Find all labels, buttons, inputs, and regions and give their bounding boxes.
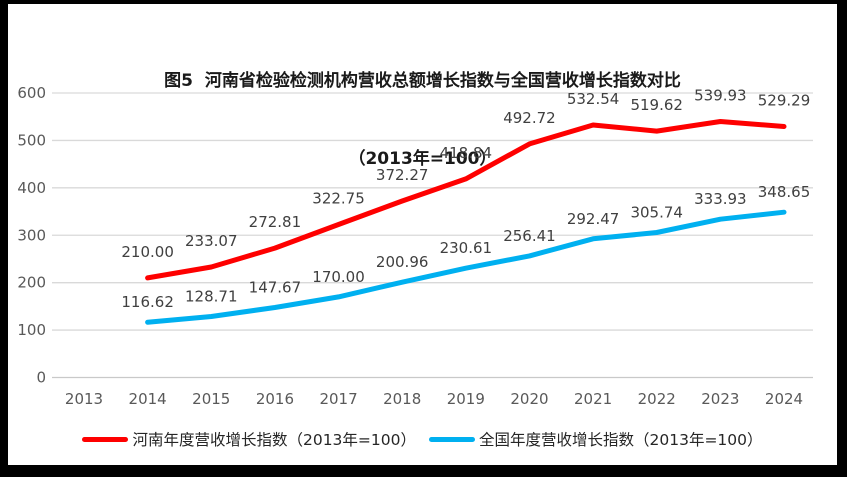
data-label-henan: 539.93 xyxy=(694,86,747,104)
data-label-henan: 210.00 xyxy=(121,243,174,261)
data-label-henan: 492.72 xyxy=(503,109,556,127)
x-axis-tick-label: 2024 xyxy=(765,390,803,408)
data-label-national: 305.74 xyxy=(630,204,683,222)
x-axis-tick-label: 2020 xyxy=(510,390,548,408)
data-label-national: 200.96 xyxy=(376,253,429,271)
data-label-national: 170.00 xyxy=(312,268,365,286)
y-axis-tick-label: 200 xyxy=(17,274,46,292)
data-label-national: 230.61 xyxy=(440,239,493,257)
data-label-henan: 233.07 xyxy=(185,232,238,250)
y-axis-tick-label: 400 xyxy=(17,179,46,197)
data-label-henan: 322.75 xyxy=(312,189,365,207)
chart-title-line2: （2013年=100） xyxy=(348,149,497,169)
x-axis-tick-label: 2015 xyxy=(192,390,230,408)
series-line-henan xyxy=(145,119,787,281)
chart-title-line1: 图5 河南省检验检测机构营收总额增长指数与全国营收增长指数对比 xyxy=(164,71,681,91)
series-line-national xyxy=(145,209,787,325)
data-label-national: 333.93 xyxy=(694,190,747,208)
data-label-henan: 532.54 xyxy=(567,90,620,108)
legend-item-henan: 河南年度营收增长指数（2013年=100） xyxy=(82,428,416,450)
x-axis-tick-label: 2014 xyxy=(129,390,167,408)
x-axis-tick-label: 2023 xyxy=(701,390,739,408)
chart-legend: 河南年度营收增长指数（2013年=100） 全国年度营收增长指数（2013年=1… xyxy=(8,427,837,451)
x-axis-tick-label: 2016 xyxy=(256,390,294,408)
x-axis-tick-label: 2019 xyxy=(447,390,485,408)
line-chart-plot-area: 0 100 200 300 400 500 600 2013 2014 2015 2016 2017 2… xyxy=(17,84,813,408)
data-label-henan: 529.29 xyxy=(758,92,811,110)
x-axis-tick-label: 2013 xyxy=(65,390,103,408)
data-label-national: 292.47 xyxy=(567,210,620,228)
y-axis-tick-label: 100 xyxy=(17,321,46,339)
data-label-national: 147.67 xyxy=(249,278,302,296)
legend-marker-national-blue-line xyxy=(429,436,475,442)
data-label-henan: 519.62 xyxy=(630,96,683,114)
data-label-henan: 372.27 xyxy=(376,166,429,184)
x-axis-tick-label: 2021 xyxy=(574,390,612,408)
x-axis-tick-label: 2022 xyxy=(638,390,676,408)
data-label-national: 116.62 xyxy=(121,293,174,311)
x-axis-tick-label: 2018 xyxy=(383,390,421,408)
data-label-national: 348.65 xyxy=(758,183,811,201)
legend-item-national: 全国年度营收增长指数（2013年=100） xyxy=(429,428,763,450)
chart-canvas: 图5 河南省检验检测机构营收总额增长指数与全国营收增长指数对比 （2013年=1… xyxy=(8,4,837,465)
chart-title: 图5 河南省检验检测机构营收总额增长指数与全国营收增长指数对比 （2013年=1… xyxy=(8,16,837,224)
x-axis-tick-label: 2017 xyxy=(319,390,357,408)
y-axis-tick-label: 600 xyxy=(17,84,46,102)
data-label-henan: 272.81 xyxy=(249,213,302,231)
data-label-national: 256.41 xyxy=(503,227,556,245)
legend-marker-henan-red-line xyxy=(82,436,129,442)
y-axis-tick-label: 0 xyxy=(36,369,46,387)
data-label-henan: 418.84 xyxy=(440,144,493,162)
y-axis-tick-label: 300 xyxy=(17,226,46,244)
y-axis-tick-label: 500 xyxy=(17,131,46,149)
legend-label-national: 全国年度营收增长指数（2013年=100） xyxy=(479,431,763,449)
data-label-national: 128.71 xyxy=(185,287,238,305)
legend-label-henan: 河南年度营收增长指数（2013年=100） xyxy=(132,431,416,449)
